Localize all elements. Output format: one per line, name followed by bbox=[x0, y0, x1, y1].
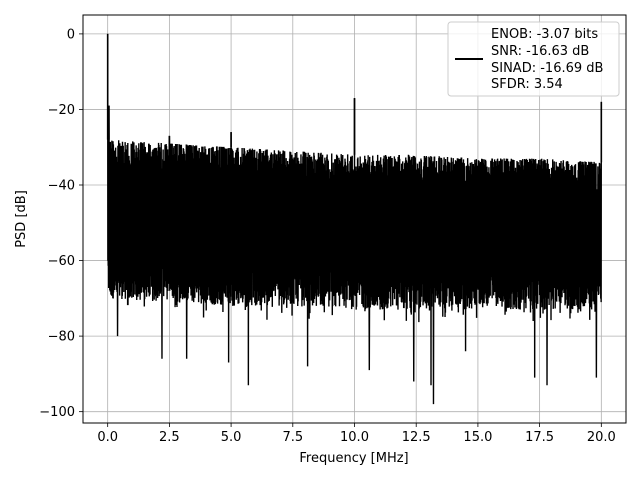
y-tick-label: −100 bbox=[39, 405, 75, 420]
y-tick-label: 0 bbox=[67, 27, 75, 42]
x-tick-label: 7.5 bbox=[282, 430, 303, 445]
y-tick-label: −20 bbox=[48, 103, 75, 118]
y-tick-label: −40 bbox=[48, 179, 75, 194]
x-tick-label: 10.0 bbox=[340, 430, 369, 445]
x-tick-label: 12.5 bbox=[402, 430, 431, 445]
x-tick-label: 20.0 bbox=[587, 430, 616, 445]
x-tick-label: 15.0 bbox=[463, 430, 492, 445]
psd-line bbox=[106, 33, 603, 405]
legend-entry-sinad: SINAD: -16.69 dB bbox=[491, 61, 603, 76]
legend-entry-snr: SNR: -16.63 dB bbox=[491, 44, 589, 59]
legend-box bbox=[447, 21, 620, 97]
psd-trace bbox=[106, 33, 603, 405]
x-axis-label: Frequency [MHz] bbox=[299, 451, 408, 466]
x-tick-label: 0.0 bbox=[97, 430, 118, 445]
y-tick-label: −60 bbox=[48, 254, 75, 269]
legend-entry-enob: ENOB: -3.07 bits bbox=[491, 27, 598, 42]
y-tick-label: −80 bbox=[48, 330, 75, 345]
x-tick-label: 2.5 bbox=[159, 430, 180, 445]
x-tick-label: 5.0 bbox=[221, 430, 242, 445]
y-axis-label: PSD [dB] bbox=[14, 190, 29, 248]
legend: ENOB: -3.07 bits SNR: -16.63 dB SINAD: -… bbox=[447, 21, 620, 97]
axis-ticks: 0.0 2.5 5.0 7.5 10.0 12.5 15.0 17.5 20.0 0 −20 −40 −… bbox=[39, 27, 616, 445]
x-tick-label: 17.5 bbox=[525, 430, 554, 445]
legend-entry-sfdr: SFDR: 3.54 bbox=[491, 77, 563, 92]
